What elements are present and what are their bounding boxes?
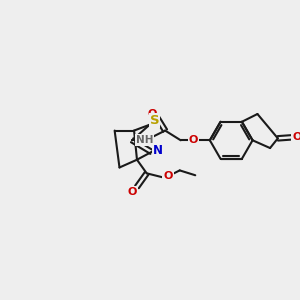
Text: O: O [128, 187, 137, 197]
Text: N: N [153, 145, 164, 158]
Text: O: O [189, 135, 198, 145]
Text: O: O [164, 171, 173, 181]
Text: NH: NH [136, 135, 154, 145]
Text: S: S [150, 114, 159, 128]
Text: O: O [292, 132, 300, 142]
Text: O: O [148, 109, 157, 119]
